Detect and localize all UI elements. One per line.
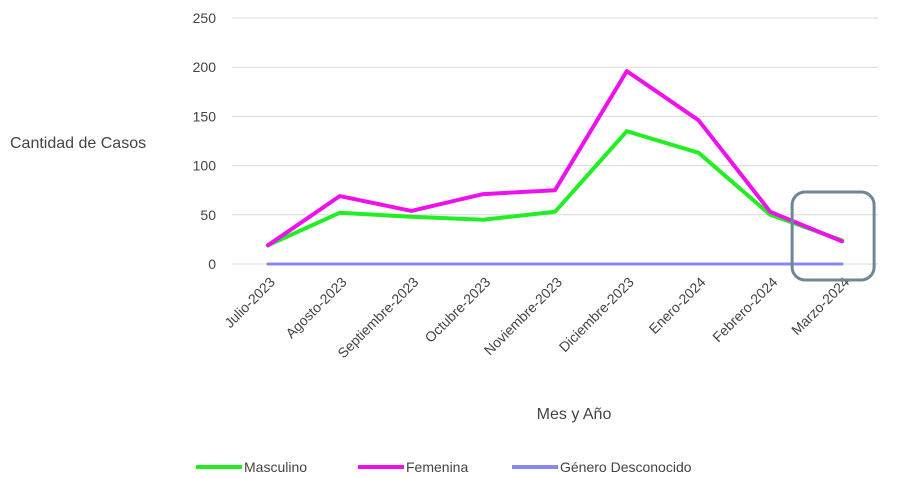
x-axis-title: Mes y Año xyxy=(537,406,612,423)
x-tick-label-7: Enero-2024 xyxy=(646,274,709,337)
x-tick-label-6: Diciembre-2023 xyxy=(556,274,637,355)
y-tick-label-100: 100 xyxy=(193,158,217,174)
y-tick-label-150: 150 xyxy=(193,108,217,124)
legend-label-2: Femenina xyxy=(406,459,468,475)
legend: Masculino Femenina Género Desconocido xyxy=(196,459,692,475)
highlight-box-1 xyxy=(790,190,876,282)
x-tick-label-9: Marzo-2024 xyxy=(788,274,852,338)
y-tick-label-200: 200 xyxy=(193,59,217,75)
x-tick-label-4: Octubre-2023 xyxy=(421,274,493,346)
legend-label-1: Masculino xyxy=(244,459,307,475)
annotations xyxy=(790,190,876,282)
x-tick-label-8: Febrero-2024 xyxy=(709,274,780,345)
y-axis-title: Cantidad de Casos xyxy=(10,135,146,152)
x-tick-label-1: Julio-2023 xyxy=(221,274,278,331)
x-tick-label-5: Noviembre-2023 xyxy=(481,274,566,359)
y-axis-ticks: 0 50 100 150 200 250 xyxy=(193,10,217,272)
y-tick-label-250: 250 xyxy=(193,10,217,26)
series-line-2 xyxy=(265,69,845,248)
gridlines xyxy=(232,17,878,265)
y-tick-label-50: 50 xyxy=(200,207,216,223)
legend-label-3: Género Desconocido xyxy=(560,459,692,475)
x-tick-label-2: Agosto-2023 xyxy=(282,274,350,342)
series-lines xyxy=(265,69,845,266)
series-line-1 xyxy=(265,129,845,248)
y-tick-label-0: 0 xyxy=(208,256,216,272)
